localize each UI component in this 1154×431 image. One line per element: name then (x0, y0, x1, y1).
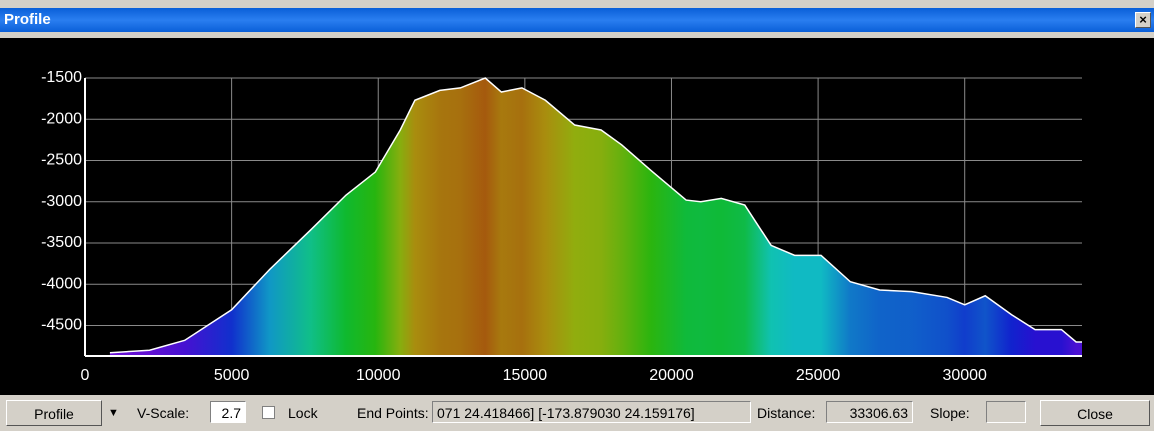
x-tick-label: 5000 (214, 367, 250, 384)
close-button[interactable]: Close (1040, 400, 1150, 426)
title-bar: Profile × (0, 8, 1154, 32)
y-tick-label: -2500 (41, 152, 82, 169)
chart: -1500 -2000 -2500 -3000 -3500 -4000 -4500 0 5000… (0, 38, 1154, 395)
y-tick-label: -4500 (41, 317, 82, 334)
y-tick-label: -1500 (41, 69, 82, 86)
lock-label: Lock (288, 405, 318, 421)
dropdown-arrow[interactable]: ▼ (108, 407, 119, 419)
slope-label: Slope: (930, 405, 970, 421)
x-tick-label: 15000 (503, 367, 548, 384)
endpoints-field: 071 24.418466] [-173.879030 24.159176] (432, 401, 751, 423)
y-tick-label: -2000 (41, 110, 82, 127)
x-tick-label: 30000 (942, 367, 987, 384)
x-tick-label: 10000 (356, 367, 401, 384)
close-icon[interactable]: × (1135, 12, 1151, 28)
mode-button[interactable]: Profile (6, 400, 102, 426)
vscale-input[interactable]: 2.7 (210, 401, 246, 423)
y-tick-label: -3000 (41, 193, 82, 210)
y-tick-label: -4000 (41, 275, 82, 292)
slope-field (986, 401, 1026, 423)
profile-line (109, 77, 1082, 354)
distance-field: 33306.63 (826, 401, 913, 423)
window-title: Profile (4, 11, 51, 28)
x-tick-label: 20000 (649, 367, 694, 384)
x-tick-label: 0 (81, 367, 90, 384)
y-tick-label: -3500 (41, 234, 82, 251)
vscale-label: V-Scale: (137, 405, 190, 421)
endpoints-label: End Points: (357, 405, 429, 421)
distance-label: Distance: (757, 405, 816, 421)
profile-area (109, 78, 1083, 356)
lock-checkbox[interactable] (262, 406, 275, 419)
x-tick-label: 25000 (796, 367, 841, 384)
